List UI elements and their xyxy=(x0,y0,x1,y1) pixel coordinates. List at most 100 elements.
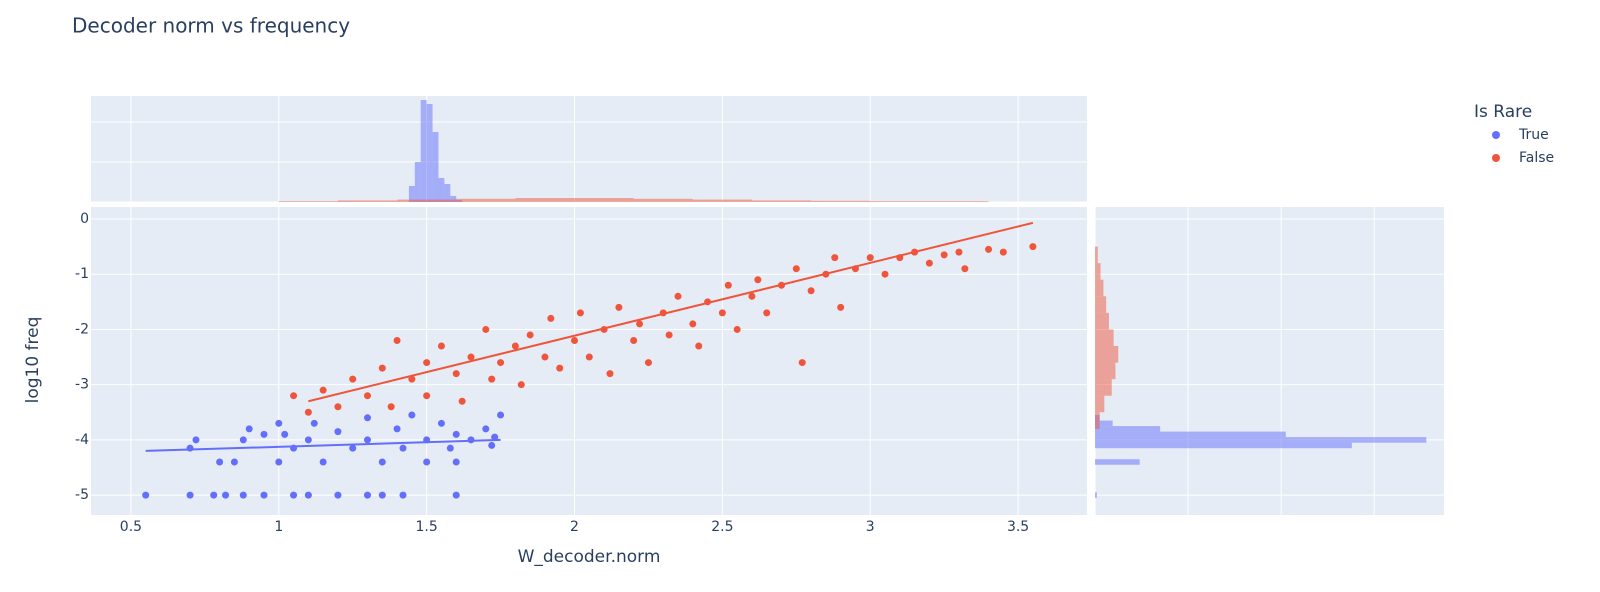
point xyxy=(423,458,431,466)
point xyxy=(925,259,933,267)
right-hist-bar xyxy=(1095,279,1104,297)
point xyxy=(364,392,372,400)
right-hist-bar xyxy=(1095,246,1098,264)
point xyxy=(763,309,771,317)
point xyxy=(281,430,289,438)
point xyxy=(275,458,283,466)
top-hist-bar xyxy=(420,100,427,202)
point xyxy=(408,375,416,383)
point xyxy=(378,491,386,499)
top-hist-bar xyxy=(751,200,812,202)
point xyxy=(1029,243,1037,251)
point xyxy=(999,248,1007,256)
point xyxy=(792,265,800,273)
point xyxy=(497,359,505,367)
point xyxy=(718,309,726,317)
legend-label: False xyxy=(1519,150,1554,166)
y-axis-title: log10 freq xyxy=(23,317,43,404)
point xyxy=(222,491,230,499)
point xyxy=(260,491,268,499)
point xyxy=(695,342,703,350)
y-tick-label: -5 xyxy=(75,487,89,503)
right-hist-bg xyxy=(1095,207,1444,515)
right-hist-bar xyxy=(1095,379,1112,396)
x-tick-label: 3 xyxy=(866,519,875,535)
x-tick-label: 1.5 xyxy=(416,519,438,535)
top-hist-bar xyxy=(456,198,516,202)
point xyxy=(364,414,372,422)
point xyxy=(423,392,431,400)
right-hist-bar xyxy=(1095,442,1352,449)
point xyxy=(881,270,889,278)
point xyxy=(674,292,682,300)
point xyxy=(334,428,342,436)
point xyxy=(393,425,401,433)
x-tick-label: 2.5 xyxy=(711,519,733,535)
point xyxy=(310,419,318,427)
x-tick-label: 2 xyxy=(570,519,579,535)
top-hist-bar xyxy=(426,104,433,202)
top-hist-bar xyxy=(929,201,989,202)
point xyxy=(304,436,312,444)
point xyxy=(636,320,644,328)
right-hist-bar xyxy=(1095,431,1286,438)
point xyxy=(511,342,519,350)
plot-bg xyxy=(91,207,1087,515)
point xyxy=(644,359,652,367)
point xyxy=(387,403,395,411)
point xyxy=(349,444,357,452)
right-hist-bar xyxy=(1095,296,1107,313)
point xyxy=(940,251,948,259)
point xyxy=(446,444,454,452)
point xyxy=(319,386,327,394)
point xyxy=(378,458,386,466)
point xyxy=(393,336,401,344)
point xyxy=(491,433,499,441)
right-hist-bar xyxy=(1095,263,1101,280)
trendline xyxy=(308,221,1034,403)
point xyxy=(482,325,490,333)
y-tick-label: 0 xyxy=(80,211,89,227)
point xyxy=(482,425,490,433)
point xyxy=(630,336,638,344)
top-hist-bar xyxy=(574,198,634,202)
point xyxy=(467,353,475,361)
top-hist-bar xyxy=(414,162,421,202)
point xyxy=(955,248,963,256)
point xyxy=(452,430,460,438)
y-tick-label: -1 xyxy=(75,266,89,282)
point xyxy=(831,254,839,262)
point xyxy=(748,292,756,300)
legend-marker xyxy=(1492,131,1500,139)
point xyxy=(399,491,407,499)
right-hist-bar xyxy=(1095,346,1119,363)
right-hist-bar xyxy=(1095,420,1113,427)
point xyxy=(585,353,593,361)
point xyxy=(961,265,969,273)
point xyxy=(290,491,298,499)
top-hist-bar xyxy=(515,198,575,202)
top-hist-bar xyxy=(408,186,415,202)
point xyxy=(349,375,357,383)
point xyxy=(423,359,431,367)
right-hist-bar xyxy=(1095,362,1116,380)
point xyxy=(606,370,614,378)
y-tick-label: -2 xyxy=(75,321,89,337)
point xyxy=(452,370,460,378)
point xyxy=(230,458,238,466)
right-hist-bar xyxy=(1095,412,1100,429)
point xyxy=(334,491,342,499)
y-tick-label: -4 xyxy=(75,432,89,448)
top-hist-bar xyxy=(438,178,445,202)
point xyxy=(245,425,253,433)
x-tick-label: 3.5 xyxy=(1007,519,1029,535)
point xyxy=(364,491,372,499)
point xyxy=(275,419,283,427)
point xyxy=(452,458,460,466)
point xyxy=(724,281,732,289)
chart-title: Decoder norm vs frequency xyxy=(72,14,350,38)
point xyxy=(497,411,505,419)
right-hist-bar xyxy=(1095,492,1097,498)
right-hist-bar xyxy=(1095,395,1105,413)
